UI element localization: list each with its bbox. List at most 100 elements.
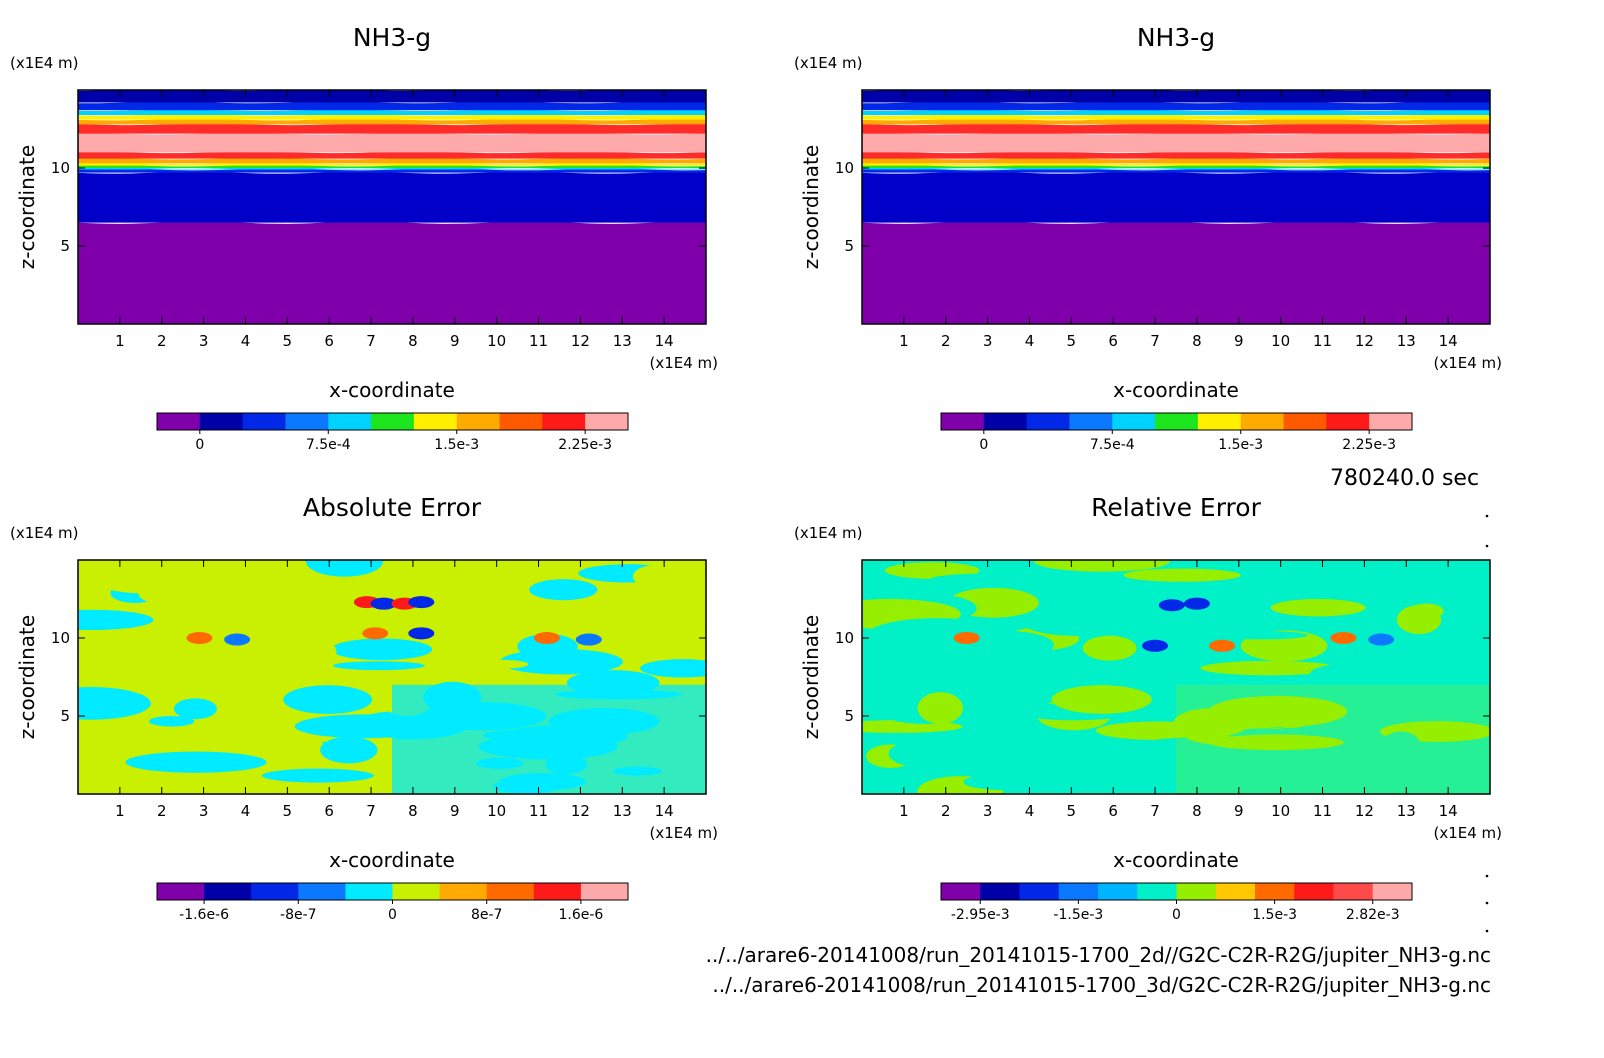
contour-patch: [917, 692, 964, 724]
file-path-2d: ../../arare6-20141008/run_20141015-1700_…: [705, 943, 1491, 967]
plot-frame: [861, 559, 1491, 795]
colorbar-label: -1.5e-3: [1053, 907, 1103, 923]
contour-patch: [423, 610, 509, 625]
x-tick-label: 8: [408, 332, 418, 350]
panel-3: Absolute Error(x1E4 m)1 2 3 4 5 6 7 8 9 10 11 12 13 1…: [10, 493, 718, 923]
colorbar-swatch: [1369, 413, 1413, 430]
contour-patch: [1033, 560, 1171, 572]
contour-patch: [1022, 608, 1126, 636]
y-unit-label: (x1E4 m): [10, 524, 79, 542]
error-hotspot: [1142, 639, 1169, 652]
contour-patch: [78, 733, 151, 761]
y-axis-label: z-coordinate: [15, 145, 39, 269]
x-tick-label: 6: [324, 802, 334, 820]
plot-area: [78, 560, 706, 794]
x-tick-label: 12: [1355, 332, 1374, 350]
plot-frame: [861, 89, 1491, 325]
x-unit-label: (x1E4 m): [649, 354, 718, 372]
y-tick-label: 10: [835, 629, 854, 647]
x-tick-label: 13: [1397, 332, 1416, 350]
y-unit-label: (x1E4 m): [10, 54, 79, 72]
contour-patch: [89, 717, 163, 726]
colorbar-label: 2.25e-3: [1342, 437, 1396, 453]
contour-band: [862, 109, 1490, 115]
colorbar-frame: [940, 412, 1413, 431]
x-tick-label: 4: [241, 802, 251, 820]
x-tick-label: 11: [529, 332, 548, 350]
colorbar-swatch: [1019, 883, 1060, 900]
panel-2: NH3-g(x1E4 m)1 2 3 4 5 6 7 8 9 10 11 12 13 14510(x1E4…: [794, 23, 1502, 453]
contour-patch: [307, 688, 364, 698]
plot-area: [862, 90, 1490, 324]
colorbar-swatch: [542, 413, 586, 430]
contour-band: [862, 168, 1490, 173]
contour-patch: [78, 640, 111, 672]
colorbar-swatch: [1215, 883, 1256, 900]
contour-band: [862, 221, 1490, 324]
error-hotspot: [186, 632, 213, 644]
contour-patch: [1200, 660, 1339, 676]
colorbar-swatch: [1098, 883, 1138, 900]
x-unit-label: (x1E4 m): [1433, 824, 1502, 842]
x-tick-label: 9: [450, 802, 460, 820]
y-tick-label: 5: [844, 237, 854, 255]
colorbar-swatch: [242, 413, 286, 430]
x-tick-label: 2: [941, 332, 951, 350]
contour-patch: [305, 560, 384, 577]
colorbar-swatch: [345, 883, 393, 900]
colorbar-swatch: [1333, 883, 1374, 900]
x-tick-label: 1: [899, 802, 909, 820]
colorbar-swatch: [1112, 413, 1156, 430]
colorbar-swatch: [941, 883, 981, 900]
contour-band: [78, 118, 706, 125]
colorbar-swatch: [1058, 883, 1099, 900]
y-tick-label: 10: [51, 629, 70, 647]
y-axis-label: z-coordinate: [15, 615, 39, 739]
contour-patch: [1270, 598, 1366, 617]
x-tick-label: 10: [1271, 332, 1290, 350]
contour-patch: [320, 736, 378, 764]
x-tick-label: 11: [1313, 332, 1332, 350]
x-tick-label: 1: [899, 332, 909, 350]
colorbar-swatch: [1240, 413, 1285, 430]
contour-patch: [528, 600, 627, 614]
plot-area: [862, 560, 1490, 794]
x-tick-label: 11: [1313, 802, 1332, 820]
y-axis-label: z-coordinate: [799, 145, 823, 269]
y-tick-label: 5: [60, 237, 70, 255]
contour-band: [862, 101, 1490, 111]
colorbar-swatch: [1294, 883, 1334, 900]
x-tick-label: 3: [983, 802, 993, 820]
x-tick-label: 5: [283, 332, 293, 350]
contour-patch: [963, 773, 1047, 791]
contour-patch: [78, 609, 154, 631]
panel-1: NH3-g(x1E4 m)1 2 3 4 5 6 7 8 9 10 11 12 13 14510(x1E4…: [10, 23, 718, 453]
colorbar-swatch: [486, 883, 535, 900]
error-hotspot: [362, 627, 389, 640]
time-label: 780240.0 sec: [1330, 466, 1480, 491]
x-axis-label: x-coordinate: [1113, 378, 1239, 402]
contour-band: [78, 132, 706, 153]
contour-patch: [1173, 708, 1251, 737]
contour-band: [78, 123, 706, 134]
contour-patch: [1396, 604, 1442, 635]
contour-patch: [1429, 612, 1490, 643]
contour-band: [78, 101, 706, 111]
colorbar-label: 2.25e-3: [558, 437, 612, 453]
colorbar-swatch: [392, 883, 441, 900]
contour-band: [862, 118, 1490, 125]
contour-patch: [1356, 708, 1482, 717]
contour-band: [78, 114, 706, 120]
x-tick-label: 12: [571, 802, 590, 820]
colorbar-swatch: [371, 413, 415, 430]
contour-patch: [871, 695, 909, 714]
contour-patch: [865, 643, 907, 676]
contour-patch: [332, 661, 425, 671]
error-hotspot: [370, 597, 397, 610]
y-tick-label: 5: [60, 707, 70, 725]
contour-patch: [1354, 563, 1442, 573]
colorbar-label: 7.5e-4: [1090, 437, 1135, 453]
x-tick-label: 10: [1271, 802, 1290, 820]
panel-title: NH3-g: [353, 23, 431, 52]
contour-patch: [330, 638, 433, 661]
